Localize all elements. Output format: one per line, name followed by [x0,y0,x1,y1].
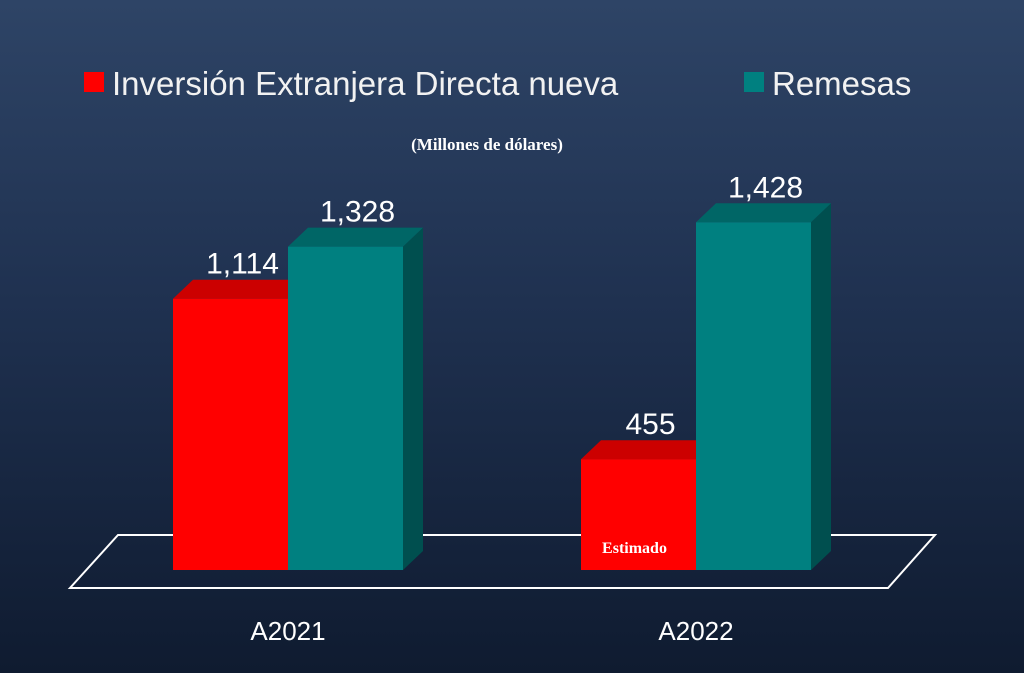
chart-subtitle: (Millones de dólares) [411,135,563,154]
labels-group: 1,114 1,328 A2021 455 1,428 A2022 Estimado [206,171,803,646]
bar-a2021-s1-side [403,227,423,570]
legend: Inversión Extranjera Directa nueva Remes… [84,65,911,102]
category-label-a2021: A2021 [250,616,325,646]
value-label-a2022-s0: 455 [625,408,675,441]
value-label-a2021-s1: 1,328 [320,196,395,229]
category-label-a2022: A2022 [658,616,733,646]
value-label-a2022-s1: 1,428 [728,171,803,204]
bar-a2021-s1 [288,246,403,570]
bar-a2022-s1-side [811,203,831,571]
legend-label-ied: Inversión Extranjera Directa nueva [112,65,619,102]
bar-a2022-s1-top [696,203,831,223]
bars-group [173,203,831,571]
bar-a2021-s1-top [288,227,423,247]
annotation-0: Estimado [602,540,667,557]
legend-label-remesas: Remesas [772,65,911,102]
bar-a2022-s0-top [581,440,716,460]
legend-swatch-ied [84,72,104,92]
bar-a2022-s1 [696,222,811,571]
bar-a2021-s0 [173,298,288,570]
value-label-a2021-s0: 1,114 [206,248,279,281]
bar-a2022-s0 [581,459,696,570]
bar-a2021-s0-top [173,279,308,299]
legend-swatch-remesas [744,72,764,92]
